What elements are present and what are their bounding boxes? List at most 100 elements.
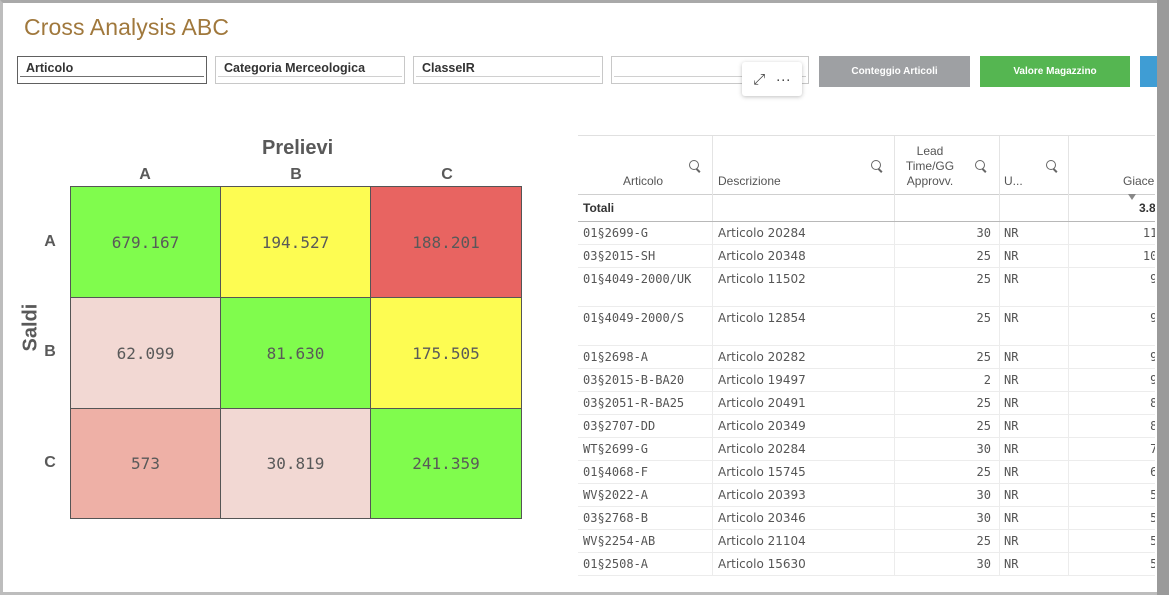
col-header-descrizione[interactable]: Descrizione [713, 136, 895, 195]
search-icon[interactable] [1046, 160, 1058, 172]
cell-um: NR [1000, 392, 1069, 414]
cell-descrizione: Articolo 15630 [713, 553, 895, 575]
scrollbar[interactable] [1157, 0, 1169, 595]
expand-icon[interactable]: ⤢ [753, 70, 766, 88]
cell-articolo: 03§2015-SH [578, 245, 713, 267]
matrix-cell[interactable]: 81.630 [221, 298, 371, 409]
cell-lead-time: 25 [895, 530, 1000, 552]
more-options-icon[interactable]: ··· [775, 70, 791, 88]
object-toolbar: ⤢ ··· [742, 62, 802, 96]
cell-articolo: 01§4049-2000/UK [578, 268, 713, 306]
matrix-cell[interactable]: 241.359 [371, 409, 521, 518]
matrix-x-title: Prelievi [262, 137, 334, 159]
cell-articolo: WT§2699-G [578, 438, 713, 460]
matrix-cell[interactable]: 188.201 [371, 187, 521, 298]
cell-um: NR [1000, 438, 1069, 460]
cell-um: NR [1000, 461, 1069, 483]
matrix-cell[interactable]: 679.167 [71, 187, 221, 298]
totals-cell [713, 195, 895, 221]
cell-articolo: 01§2508-A [578, 553, 713, 575]
cell-um: NR [1000, 346, 1069, 368]
matrix-row-header: A [44, 233, 56, 250]
filter-categoria-merceologica[interactable]: Categoria Merceologica [215, 56, 405, 84]
conteggio-articoli-button[interactable]: Conteggio Articoli [819, 56, 970, 87]
cell-giacenza: 104.4 [1142, 249, 1155, 263]
matrix-col-header: B [290, 166, 302, 183]
matrix-row-header: B [44, 343, 56, 360]
col-header-label: Lead Time/GG Approvv. [905, 144, 955, 188]
totals-giacenza: 3.882.9 [1138, 201, 1155, 215]
valore-magazzino-button[interactable]: Valore Magazzino [980, 56, 1130, 87]
page-title: Cross Analysis ABC [24, 14, 230, 40]
abc-matrix: 679.167 194.527 188.201 62.099 81.630 17… [70, 186, 522, 519]
cell-articolo: 03§2015-B-BA20 [578, 369, 713, 391]
cell-descrizione: Articolo 20284 [713, 438, 895, 460]
matrix-cell[interactable]: 30.819 [221, 409, 371, 518]
cell-um: NR [1000, 369, 1069, 391]
cell-descrizione: Articolo 20282 [713, 346, 895, 368]
cell-descrizione: Articolo 11502 [713, 268, 895, 306]
cell-articolo: WV§2022-A [578, 484, 713, 506]
cell-descrizione: Articolo 20393 [713, 484, 895, 506]
cell-lead-time: 30 [895, 484, 1000, 506]
extra-button[interactable] [1140, 56, 1157, 87]
cell-descrizione: Articolo 15745 [713, 461, 895, 483]
cell-lead-time: 25 [895, 307, 1000, 345]
articles-table: Articolo Descrizione Lead Time/GG Approv… [578, 135, 1155, 580]
cell-articolo: 03§2051-R-BA25 [578, 392, 713, 414]
filter-classeir[interactable]: ClasseIR [413, 56, 603, 84]
search-icon[interactable] [871, 160, 883, 172]
cell-articolo: 01§2698-A [578, 346, 713, 368]
cell-um: NR [1000, 245, 1069, 267]
cell-descrizione: Articolo 20346 [713, 507, 895, 529]
col-header-label: Descrizione [718, 174, 781, 188]
col-header-lead-time[interactable]: Lead Time/GG Approvv. [895, 136, 1000, 195]
cell-lead-time: 25 [895, 346, 1000, 368]
col-header-um[interactable]: U... [1000, 136, 1069, 195]
cell-um: NR [1000, 507, 1069, 529]
matrix-cell[interactable]: 62.099 [71, 298, 221, 409]
col-header-label: U... [1004, 174, 1023, 188]
cell-lead-time: 25 [895, 392, 1000, 414]
cell-um: NR [1000, 307, 1069, 345]
matrix-cell[interactable]: 573 [71, 409, 221, 518]
cell-lead-time: 25 [895, 461, 1000, 483]
cell-giacenza: 91.3 [1150, 373, 1155, 387]
search-icon[interactable] [689, 160, 701, 172]
col-header-giacenza[interactable]: Giace [1069, 136, 1155, 195]
cell-descrizione: Articolo 12854 [713, 307, 895, 345]
cell-descrizione: Articolo 20284 [713, 222, 895, 244]
cell-articolo: 01§4068-F [578, 461, 713, 483]
cell-lead-time: 25 [895, 415, 1000, 437]
filter-articolo[interactable]: Articolo [17, 56, 207, 84]
cell-um: NR [1000, 222, 1069, 244]
matrix-cell[interactable]: 175.505 [371, 298, 521, 409]
cell-giacenza: 71.8 [1150, 442, 1155, 456]
cell-um: NR [1000, 415, 1069, 437]
matrix-cell[interactable]: 194.527 [221, 187, 371, 298]
totals-cell [1000, 195, 1069, 221]
cell-giacenza: 51.9 [1150, 557, 1155, 571]
totals-label: Totali [578, 195, 713, 221]
cell-descrizione: Articolo 20348 [713, 245, 895, 267]
sort-desc-icon [1128, 194, 1136, 200]
cell-lead-time: 25 [895, 245, 1000, 267]
search-icon[interactable] [975, 160, 987, 172]
col-header-articolo[interactable]: Articolo [578, 136, 713, 195]
cell-giacenza: 55.4 [1150, 511, 1155, 525]
cell-lead-time: 30 [895, 438, 1000, 460]
